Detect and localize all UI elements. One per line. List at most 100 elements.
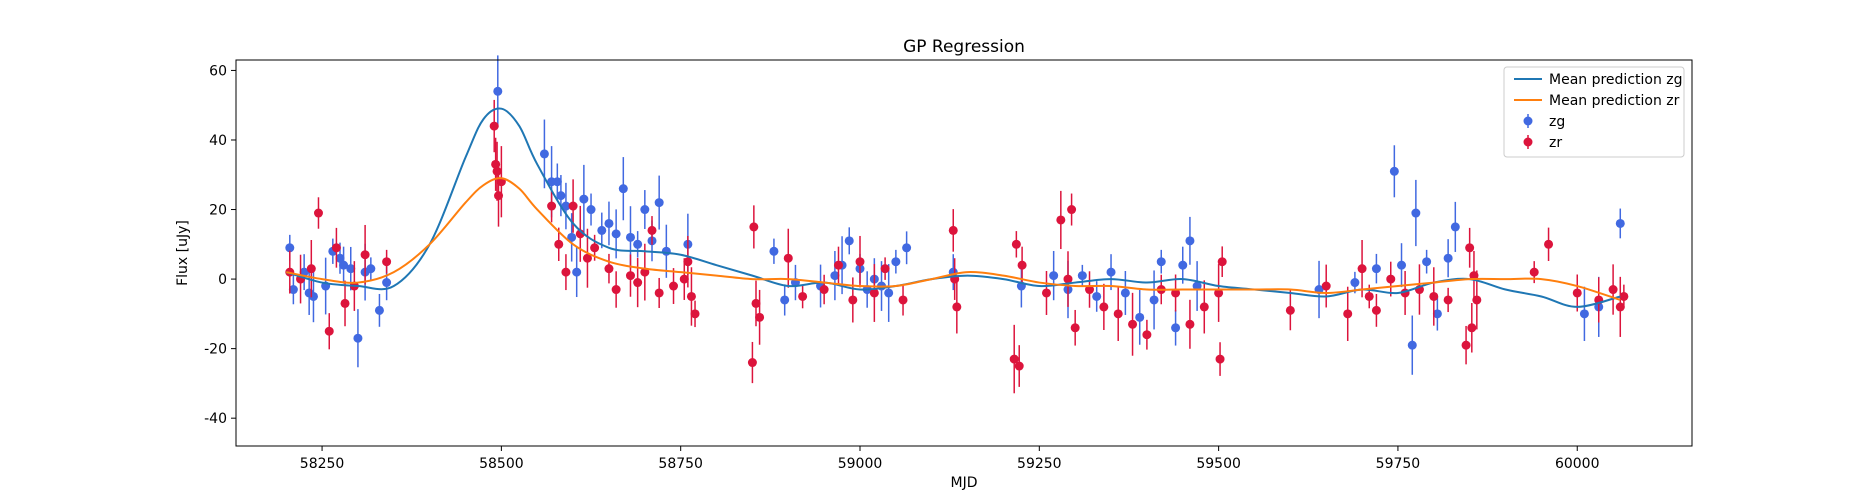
point-zr-16 [554, 239, 564, 249]
point-zg-14 [382, 278, 392, 288]
point-zg-19 [556, 191, 566, 201]
point-zg-60 [1156, 257, 1166, 267]
point-zg-15 [493, 86, 503, 96]
y-axis-label: Flux [uJy] [175, 220, 191, 286]
legend-marker-3 [1523, 137, 1533, 147]
point-zg-62 [1178, 260, 1188, 270]
point-zg-25 [597, 225, 607, 235]
point-zg-47 [884, 288, 894, 298]
point-zr-5 [331, 243, 341, 253]
point-zg-21 [567, 232, 577, 242]
x-tick-label-2: 58750 [658, 456, 703, 472]
point-zr-20 [582, 253, 592, 263]
x-tick-label-6: 59750 [1376, 456, 1421, 472]
y-tick-label-0: -40 [204, 411, 227, 427]
point-zr-59 [1085, 285, 1095, 295]
point-zg-63 [1185, 236, 1195, 246]
point-zr-87 [1529, 267, 1539, 277]
point-zr-74 [1357, 264, 1367, 274]
point-zr-70 [1217, 257, 1227, 267]
y-tick-label-3: 20 [209, 203, 227, 219]
point-zr-34 [747, 358, 757, 368]
point-zr-43 [855, 257, 865, 267]
point-zg-75 [1450, 222, 1460, 232]
point-zg-57 [1120, 288, 1130, 298]
point-zg-64 [1192, 281, 1202, 291]
line-1 [286, 177, 1621, 301]
legend-label-1: Mean prediction zr [1549, 93, 1680, 109]
point-zg-26 [604, 218, 614, 228]
point-zr-8 [360, 250, 370, 260]
point-zg-23 [579, 194, 589, 204]
point-zg-1 [288, 285, 298, 295]
point-zr-49 [952, 302, 962, 312]
point-zr-4 [324, 326, 334, 336]
point-zr-33 [690, 309, 700, 319]
point-zg-73 [1432, 309, 1442, 319]
point-zg-33 [654, 198, 664, 208]
point-zr-82 [1461, 340, 1471, 350]
x-tick-label-3: 59000 [838, 456, 883, 472]
point-zg-42 [844, 236, 854, 246]
point-zg-37 [780, 295, 790, 305]
point-zg-40 [830, 271, 840, 281]
point-zg-74 [1443, 253, 1453, 263]
point-zg-28 [618, 184, 628, 194]
y-tick-label-2: 0 [218, 272, 227, 288]
point-zr-35 [749, 222, 759, 232]
point-zr-42 [848, 295, 858, 305]
point-zr-89 [1572, 288, 1582, 298]
point-zr-18 [568, 201, 578, 211]
x-axis-label: MJD [951, 475, 978, 491]
point-zr-69 [1215, 354, 1225, 364]
x-tick-label-5: 59500 [1196, 456, 1241, 472]
point-zg-16 [539, 149, 549, 159]
point-zg-48 [891, 257, 901, 267]
plot-frame [235, 59, 1693, 447]
point-zr-38 [783, 253, 793, 263]
point-zr-21 [590, 243, 600, 253]
x-tick-label-4: 59250 [1017, 456, 1062, 472]
point-zg-72 [1422, 257, 1432, 267]
point-zg-31 [640, 205, 650, 215]
point-zg-49 [902, 243, 912, 253]
point-zg-13 [374, 305, 384, 315]
x-tick-label-7: 60000 [1555, 456, 1600, 472]
point-zr-47 [948, 225, 958, 235]
point-zg-78 [1615, 218, 1625, 228]
point-zg-55 [1092, 291, 1102, 301]
point-zg-59 [1149, 295, 1159, 305]
point-zr-65 [1171, 288, 1181, 298]
point-zr-27 [647, 225, 657, 235]
point-zr-83 [1465, 243, 1475, 253]
point-zr-41 [833, 260, 843, 270]
point-zg-27 [611, 229, 621, 239]
point-zg-7 [335, 253, 345, 263]
lines-layer [285, 107, 1621, 308]
point-zg-36 [769, 246, 779, 256]
point-zr-68 [1214, 288, 1224, 298]
point-zr-10 [489, 121, 499, 131]
point-zr-75 [1364, 291, 1374, 301]
point-zr-54 [1041, 288, 1051, 298]
point-zr-88 [1544, 239, 1554, 249]
point-zg-9 [346, 264, 356, 274]
point-zr-28 [654, 288, 664, 298]
legend-label-2: zg [1549, 114, 1565, 130]
point-zr-37 [755, 312, 765, 322]
point-zr-9 [382, 257, 392, 267]
point-zr-32 [686, 291, 696, 301]
point-zr-93 [1619, 291, 1629, 301]
point-zg-8 [339, 260, 349, 270]
point-zr-72 [1321, 281, 1331, 291]
ticks-layer: 58250 58500 58750 59000 59250 59500 59750 60000… [204, 63, 1599, 472]
point-zr-51 [1011, 239, 1021, 249]
point-zg-22 [572, 267, 582, 277]
point-zr-60 [1099, 302, 1109, 312]
point-zg-12 [366, 264, 376, 274]
point-zr-52 [1014, 361, 1024, 371]
point-zr-24 [625, 271, 635, 281]
point-zr-55 [1056, 215, 1066, 225]
point-zr-12 [492, 166, 502, 176]
point-zr-76 [1371, 305, 1381, 315]
